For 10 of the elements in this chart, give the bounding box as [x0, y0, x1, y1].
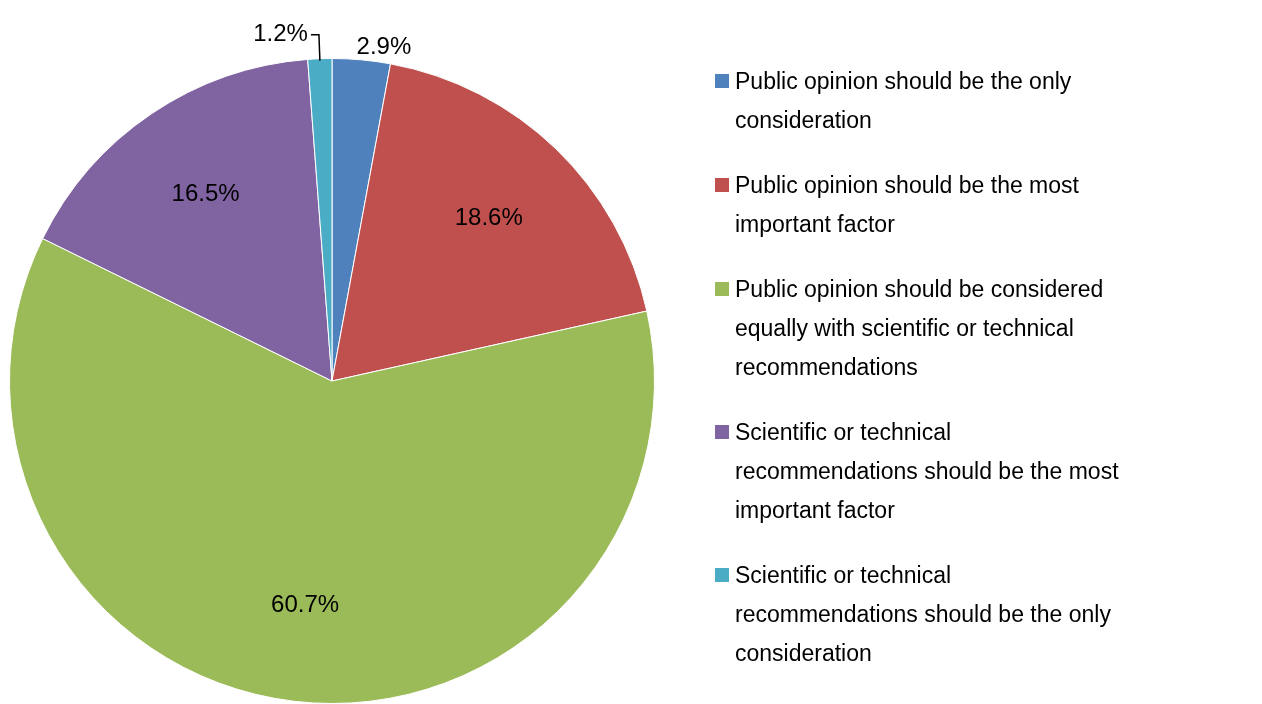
legend-label: Scientific or technical recommendations should be the only consideration: [735, 561, 1112, 668]
data-label: 2.9%: [356, 31, 412, 59]
data-label: 1.2%: [253, 19, 308, 47]
legend-label: Scientific or technical recommendations should be the most important factor: [735, 418, 1120, 525]
data-label: 16.5%: [171, 178, 240, 206]
legend-label: Public opinion should be considered equally with scientific or technical recommendations: [735, 275, 1105, 382]
data-label: 18.6%: [454, 203, 523, 231]
legend-label: Public opinion should be the only consideration: [735, 67, 1073, 135]
data-label: 60.7%: [271, 589, 340, 617]
legend-label: Public opinion should be the most important factor: [735, 171, 1080, 239]
